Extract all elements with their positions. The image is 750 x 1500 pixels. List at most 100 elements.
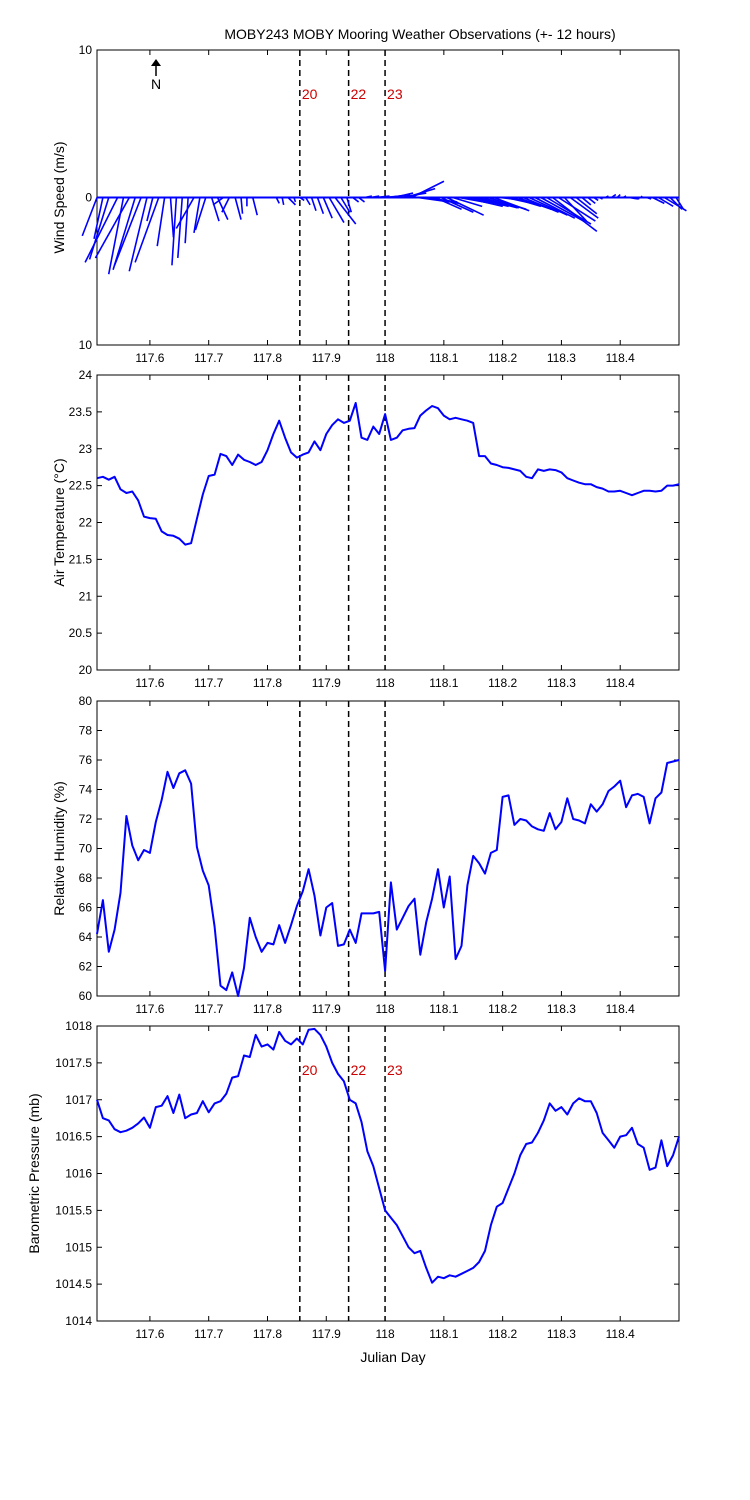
barometric-pressure-x-tick-label: 118.1 bbox=[429, 1327, 458, 1341]
air-temperature-plot-frame bbox=[96, 374, 680, 671]
relative-humidity-y-tick-label: 72 bbox=[79, 812, 93, 826]
wind-stick bbox=[534, 196, 576, 219]
barometric-pressure-x-tick-label: 117.6 bbox=[135, 1327, 164, 1341]
barometric-pressure-y-tick-label: 1015.5 bbox=[55, 1203, 92, 1217]
wind-stick bbox=[675, 197, 685, 210]
wind-stick bbox=[328, 197, 345, 223]
wind-stick bbox=[511, 196, 542, 208]
wind-stick bbox=[88, 197, 110, 260]
barometric-pressure-y-tick-label: 1016.5 bbox=[55, 1130, 92, 1144]
wind-stick bbox=[493, 196, 530, 212]
air-temperature-x-tick-label: 118.4 bbox=[606, 676, 635, 690]
barometric-pressure-y-tick-label: 1016 bbox=[65, 1167, 92, 1181]
wind-stick bbox=[575, 196, 598, 215]
wind-stick bbox=[393, 192, 414, 199]
wind-stick bbox=[193, 197, 201, 234]
wind-stick bbox=[552, 196, 598, 233]
barometric-pressure-x-tick-label: 117.7 bbox=[194, 1327, 223, 1341]
relative-humidity-x-tick-label: 118.1 bbox=[429, 1002, 458, 1016]
wind-stick bbox=[411, 180, 445, 199]
relative-humidity-y-tick-label: 68 bbox=[79, 871, 93, 885]
wind-stick bbox=[440, 196, 474, 213]
air-temperature-x-tick-label: 118.1 bbox=[429, 676, 458, 690]
barometric-pressure-x-tick-label: 117.8 bbox=[253, 1327, 282, 1341]
wind-stick bbox=[481, 196, 520, 209]
north-arrow-head bbox=[151, 59, 161, 66]
relative-humidity-y-axis-label: Relative Humidity (%) bbox=[51, 781, 67, 916]
wind-stick bbox=[599, 196, 603, 200]
chart-panels: 117.6 117.7 117.8 117.9 118 118.1 118.2 118.3 11… bbox=[26, 43, 687, 1341]
wind-stick bbox=[446, 196, 485, 216]
wind-stick bbox=[522, 196, 559, 213]
wind-stick bbox=[156, 197, 166, 247]
barometric-pressure-marker-label: 20 bbox=[302, 1062, 318, 1078]
wind-stick bbox=[464, 196, 503, 208]
wind-speed-marker-label: 20 bbox=[302, 86, 318, 102]
wind-stick bbox=[652, 196, 665, 205]
wind-speed-x-tick-label: 117.8 bbox=[253, 351, 282, 365]
wind-stick bbox=[528, 196, 568, 216]
wind-stick bbox=[287, 196, 297, 206]
wind-speed-y-tick-label: 10 bbox=[79, 43, 93, 57]
wind-stick bbox=[669, 196, 683, 210]
wind-speed-marker-label: 22 bbox=[351, 86, 367, 102]
wind-stick bbox=[134, 197, 160, 263]
relative-humidity-y-tick-label: 66 bbox=[79, 901, 93, 915]
wind-stick bbox=[316, 197, 325, 214]
wind-speed-x-tick-label: 118.4 bbox=[606, 351, 635, 365]
wind-speed-y-tick-label: 10 bbox=[79, 338, 93, 352]
wind-stick bbox=[646, 196, 652, 200]
relative-humidity-y-tick-label: 74 bbox=[79, 783, 93, 797]
wind-stick bbox=[299, 196, 305, 202]
barometric-pressure-y-tick-label: 1014.5 bbox=[55, 1277, 92, 1291]
wind-stick bbox=[221, 197, 230, 213]
relative-humidity-y-tick-label: 78 bbox=[79, 724, 93, 738]
relative-humidity-series-line bbox=[96, 759, 680, 997]
wind-stick bbox=[352, 196, 360, 203]
barometric-pressure-x-tick-label: 118.2 bbox=[488, 1327, 517, 1341]
barometric-pressure-panel: 117.6 117.7 117.8 117.9 118 118.1 118.2 118.3 11… bbox=[26, 1019, 680, 1341]
wind-stick bbox=[175, 197, 195, 229]
relative-humidity-x-tick-label: 117.9 bbox=[312, 1002, 341, 1016]
relative-humidity-y-tick-label: 62 bbox=[79, 960, 93, 974]
relative-humidity-x-tick-label: 118 bbox=[375, 1002, 394, 1016]
wind-speed-x-tick-label: 118.3 bbox=[547, 351, 576, 365]
wind-stick bbox=[581, 196, 592, 206]
wind-speed-x-tick-label: 117.6 bbox=[135, 351, 164, 365]
wind-stick bbox=[322, 197, 333, 219]
wind-stick bbox=[305, 197, 311, 206]
wind-speed-y-axis-label: Wind Speed (m/s) bbox=[51, 141, 67, 253]
wind-stick bbox=[358, 196, 365, 203]
wind-speed-panel: 117.6 117.7 117.8 117.9 118 118.1 118.2 118.3 11… bbox=[51, 43, 687, 365]
wind-stick bbox=[81, 197, 98, 237]
wind-speed-marker-label: 23 bbox=[387, 86, 403, 102]
wind-stick bbox=[212, 196, 224, 206]
air-temperature-x-tick-label: 117.7 bbox=[194, 676, 223, 690]
wind-stick bbox=[334, 197, 357, 225]
wind-speed-x-tick-label: 118 bbox=[375, 351, 394, 365]
relative-humidity-y-tick-label: 64 bbox=[79, 930, 93, 944]
barometric-pressure-x-tick-label: 118.4 bbox=[606, 1327, 635, 1341]
wind-stick bbox=[281, 197, 285, 206]
air-temperature-x-tick-label: 117.6 bbox=[135, 676, 164, 690]
wind-stick bbox=[113, 197, 142, 266]
air-temperature-x-tick-label: 117.9 bbox=[312, 676, 341, 690]
wind-stick bbox=[540, 196, 585, 222]
north-label: N bbox=[151, 76, 161, 92]
wind-speed-x-tick-label: 118.1 bbox=[429, 351, 458, 365]
wind-stick bbox=[128, 197, 148, 272]
wind-speed-x-tick-label: 118.2 bbox=[488, 351, 517, 365]
air-temperature-y-axis-label: Air Temperature (°C) bbox=[51, 458, 67, 586]
air-temperature-x-tick-label: 118 bbox=[375, 676, 394, 690]
air-temperature-y-tick-label: 20.5 bbox=[69, 626, 93, 640]
relative-humidity-x-tick-label: 118.2 bbox=[488, 1002, 517, 1016]
wind-stick bbox=[240, 197, 244, 214]
barometric-pressure-y-tick-label: 1014 bbox=[65, 1314, 92, 1328]
barometric-pressure-series-line bbox=[96, 1027, 680, 1284]
air-temperature-panel: 117.6 117.7 117.8 117.9 118 118.1 118.2 118.3 11… bbox=[51, 368, 680, 690]
wind-stick bbox=[293, 197, 297, 203]
wind-stick bbox=[370, 195, 380, 199]
wind-stick bbox=[587, 196, 596, 205]
wind-stick bbox=[210, 197, 220, 222]
